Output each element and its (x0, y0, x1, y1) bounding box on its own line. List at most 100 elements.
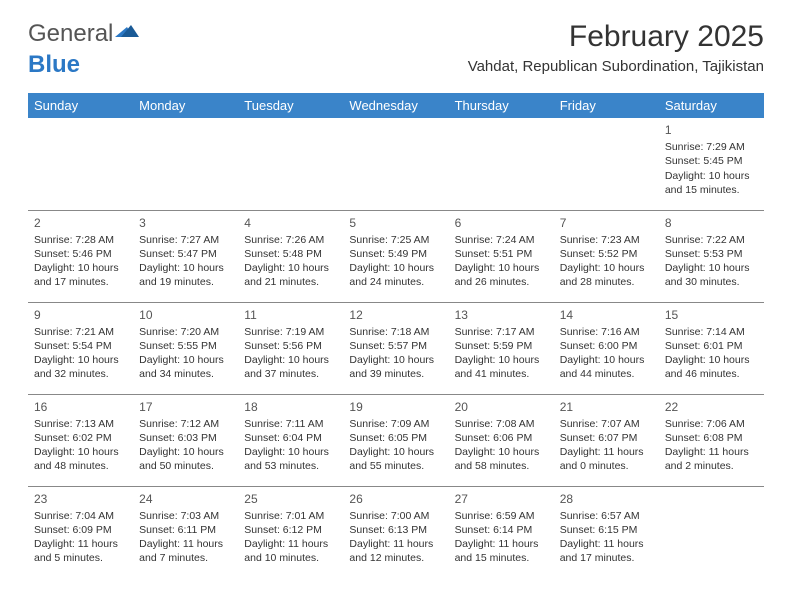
sunset-line: Sunset: 6:05 PM (349, 431, 442, 445)
calendar-day-cell: 16Sunrise: 7:13 AMSunset: 6:02 PMDayligh… (28, 394, 133, 486)
day-number: 8 (665, 215, 758, 231)
sunset-line: Sunset: 5:55 PM (139, 339, 232, 353)
daylight-line: Daylight: 10 hours and 34 minutes. (139, 353, 232, 381)
calendar-day-cell: 8Sunrise: 7:22 AMSunset: 5:53 PMDaylight… (659, 210, 764, 302)
calendar-day-cell: 28Sunrise: 6:57 AMSunset: 6:15 PMDayligh… (554, 486, 659, 578)
day-number: 5 (349, 215, 442, 231)
calendar-empty-cell (449, 118, 554, 210)
day-number: 9 (34, 307, 127, 323)
day-number: 22 (665, 399, 758, 415)
calendar-day-cell: 17Sunrise: 7:12 AMSunset: 6:03 PMDayligh… (133, 394, 238, 486)
sunrise-line: Sunrise: 7:20 AM (139, 325, 232, 339)
calendar-week-row: 9Sunrise: 7:21 AMSunset: 5:54 PMDaylight… (28, 302, 764, 394)
sunrise-line: Sunrise: 7:24 AM (455, 233, 548, 247)
sunrise-line: Sunrise: 7:17 AM (455, 325, 548, 339)
day-number: 25 (244, 491, 337, 507)
day-number: 20 (455, 399, 548, 415)
calendar-day-cell: 11Sunrise: 7:19 AMSunset: 5:56 PMDayligh… (238, 302, 343, 394)
logo-text-gray: General (28, 20, 113, 48)
sunset-line: Sunset: 6:14 PM (455, 523, 548, 537)
daylight-line: Daylight: 11 hours and 12 minutes. (349, 537, 442, 565)
calendar-day-cell: 4Sunrise: 7:26 AMSunset: 5:48 PMDaylight… (238, 210, 343, 302)
daylight-line: Daylight: 10 hours and 50 minutes. (139, 445, 232, 473)
sunrise-line: Sunrise: 7:03 AM (139, 509, 232, 523)
sunset-line: Sunset: 6:11 PM (139, 523, 232, 537)
sunrise-line: Sunrise: 7:21 AM (34, 325, 127, 339)
sunset-line: Sunset: 6:08 PM (665, 431, 758, 445)
sunrise-line: Sunrise: 6:59 AM (455, 509, 548, 523)
day-number: 24 (139, 491, 232, 507)
sunset-line: Sunset: 6:13 PM (349, 523, 442, 537)
daylight-line: Daylight: 10 hours and 53 minutes. (244, 445, 337, 473)
sunrise-line: Sunrise: 7:00 AM (349, 509, 442, 523)
calendar-day-cell: 19Sunrise: 7:09 AMSunset: 6:05 PMDayligh… (343, 394, 448, 486)
sunset-line: Sunset: 5:47 PM (139, 247, 232, 261)
calendar-week-row: 1Sunrise: 7:29 AMSunset: 5:45 PMDaylight… (28, 118, 764, 210)
calendar-day-cell: 3Sunrise: 7:27 AMSunset: 5:47 PMDaylight… (133, 210, 238, 302)
calendar-day-cell: 26 Sunrise: 7:00 AMSunset: 6:13 PMDayligh… (343, 486, 448, 578)
day-number: 17 (139, 399, 232, 415)
sunset-line: Sunset: 6:02 PM (34, 431, 127, 445)
calendar-day-cell: 7Sunrise: 7:23 AMSunset: 5:52 PMDaylight… (554, 210, 659, 302)
sunset-line: Sunset: 6:01 PM (665, 339, 758, 353)
sunset-line: Sunset: 6:07 PM (560, 431, 653, 445)
sunset-line: Sunset: 5:46 PM (34, 247, 127, 261)
sunrise-line: Sunrise: 7:28 AM (34, 233, 127, 247)
sunset-line: Sunset: 5:51 PM (455, 247, 548, 261)
day-number: 14 (560, 307, 653, 323)
calendar-empty-cell (133, 118, 238, 210)
day-number: 27 (455, 491, 548, 507)
calendar-empty-cell (554, 118, 659, 210)
sunrise-line: Sunrise: 7:06 AM (665, 417, 758, 431)
weekday-header: Sunday (28, 93, 133, 118)
day-number: 11 (244, 307, 337, 323)
calendar-day-cell: 15Sunrise: 7:14 AMSunset: 6:01 PMDayligh… (659, 302, 764, 394)
daylight-line: Daylight: 10 hours and 41 minutes. (455, 353, 548, 381)
daylight-line: Daylight: 11 hours and 17 minutes. (560, 537, 653, 565)
daylight-line: Daylight: 10 hours and 17 minutes. (34, 261, 127, 289)
daylight-line: Daylight: 11 hours and 15 minutes. (455, 537, 548, 565)
day-number: 12 (349, 307, 442, 323)
daylight-line: Daylight: 10 hours and 39 minutes. (349, 353, 442, 381)
sunrise-line: Sunrise: 7:16 AM (560, 325, 653, 339)
daylight-line: Daylight: 11 hours and 5 minutes. (34, 537, 127, 565)
calendar-week-row: 2Sunrise: 7:28 AMSunset: 5:46 PMDaylight… (28, 210, 764, 302)
flag-icon (115, 20, 139, 48)
calendar-empty-cell (238, 118, 343, 210)
day-number: 3 (139, 215, 232, 231)
weekday-header: Wednesday (343, 93, 448, 118)
calendar-day-cell: 2Sunrise: 7:28 AMSunset: 5:46 PMDaylight… (28, 210, 133, 302)
sunrise-line: Sunrise: 7:27 AM (139, 233, 232, 247)
daylight-line: Daylight: 11 hours and 0 minutes. (560, 445, 653, 473)
weekday-header: Friday (554, 93, 659, 118)
sunset-line: Sunset: 5:52 PM (560, 247, 653, 261)
calendar-day-cell: 20Sunrise: 7:08 AMSunset: 6:06 PMDayligh… (449, 394, 554, 486)
day-number: 19 (349, 399, 442, 415)
sunset-line: Sunset: 5:49 PM (349, 247, 442, 261)
daylight-line: Daylight: 10 hours and 44 minutes. (560, 353, 653, 381)
daylight-line: Daylight: 10 hours and 24 minutes. (349, 261, 442, 289)
sunset-line: Sunset: 6:09 PM (34, 523, 127, 537)
month-title: February 2025 (468, 20, 764, 54)
calendar-day-cell: 5Sunrise: 7:25 AMSunset: 5:49 PMDaylight… (343, 210, 448, 302)
day-number: 18 (244, 399, 337, 415)
sunset-line: Sunset: 6:15 PM (560, 523, 653, 537)
sunset-line: Sunset: 5:45 PM (665, 154, 758, 168)
calendar-empty-cell (659, 486, 764, 578)
calendar-day-cell: 18Sunrise: 7:11 AMSunset: 6:04 PMDayligh… (238, 394, 343, 486)
calendar-day-cell: 1Sunrise: 7:29 AMSunset: 5:45 PMDaylight… (659, 118, 764, 210)
daylight-line: Daylight: 10 hours and 21 minutes. (244, 261, 337, 289)
sunrise-line: Sunrise: 7:19 AM (244, 325, 337, 339)
daylight-line: Daylight: 10 hours and 32 minutes. (34, 353, 127, 381)
day-number: 4 (244, 215, 337, 231)
weekday-header: Monday (133, 93, 238, 118)
sunset-line: Sunset: 6:00 PM (560, 339, 653, 353)
sunset-line: Sunset: 5:54 PM (34, 339, 127, 353)
calendar-day-cell: 9 Sunrise: 7:21 AMSunset: 5:54 PMDaylight… (28, 302, 133, 394)
location-subtitle: Vahdat, Republican Subordination, Tajiki… (468, 58, 764, 75)
sunset-line: Sunset: 5:48 PM (244, 247, 337, 261)
sunrise-line: Sunrise: 7:14 AM (665, 325, 758, 339)
calendar-table: SundayMondayTuesdayWednesdayThursdayFrid… (28, 93, 764, 578)
daylight-line: Daylight: 11 hours and 10 minutes. (244, 537, 337, 565)
day-number: 26 (349, 491, 442, 507)
